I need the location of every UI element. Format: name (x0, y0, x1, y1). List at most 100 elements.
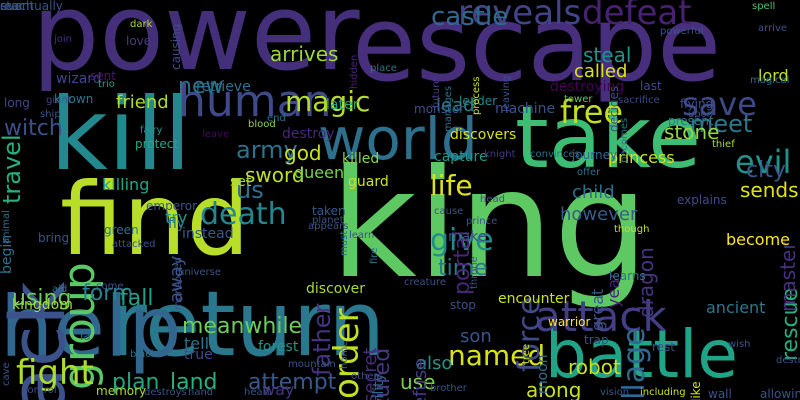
word: like (689, 381, 703, 400)
word: offer (577, 167, 601, 178)
word: hand (188, 387, 214, 398)
word: blood (248, 119, 276, 130)
word: queen (294, 163, 345, 182)
word: throne (469, 256, 480, 289)
word: learn (349, 230, 375, 241)
word: attempt (248, 370, 337, 395)
word: attacked (112, 239, 156, 250)
word: leaving (501, 75, 512, 112)
word: new (178, 74, 224, 99)
word: lead (436, 95, 475, 116)
word: last (640, 79, 662, 93)
word: princess (608, 148, 675, 167)
word: us (236, 176, 264, 204)
word: along (526, 378, 582, 400)
word: home (339, 340, 350, 369)
word: head (480, 194, 505, 205)
word: appears (308, 221, 349, 232)
word: protect (135, 137, 179, 151)
word: free (560, 93, 624, 131)
word: long (4, 96, 30, 110)
word: escape (352, 0, 722, 105)
word: must (339, 230, 350, 256)
word: cause (434, 206, 464, 217)
word: hidden (349, 54, 360, 89)
word: animal (1, 210, 12, 244)
word: defeat (582, 0, 692, 33)
word: become (726, 230, 791, 249)
word: killed (342, 151, 380, 167)
word: human (178, 76, 332, 127)
word: arrives (270, 42, 339, 66)
word: king (330, 138, 649, 312)
word: ancient (706, 298, 766, 317)
word: spell (752, 1, 776, 12)
word: trio (98, 79, 115, 90)
word: meanwhile (182, 314, 303, 339)
word: knight (484, 149, 516, 160)
word: process (471, 76, 482, 115)
word: forest (258, 339, 299, 355)
word: destroy (282, 126, 335, 142)
word: way (262, 380, 295, 399)
word: witch (4, 116, 63, 141)
word: use (400, 370, 436, 394)
word: taken (312, 204, 346, 218)
word: brother (430, 383, 467, 394)
word: kill (50, 76, 192, 193)
word: imprisoned (173, 257, 184, 313)
word: friend (116, 92, 169, 113)
word: travel (0, 134, 26, 205)
word: love (126, 34, 152, 48)
word: kingdom (12, 297, 73, 313)
word: decides (607, 86, 621, 133)
word: army (236, 136, 298, 164)
word: killing (102, 175, 150, 194)
word: creature (404, 277, 446, 288)
word: help (0, 278, 182, 376)
word: journey (572, 148, 618, 162)
word: eventually (0, 0, 63, 13)
word: prince (466, 216, 498, 227)
word: find (60, 161, 250, 278)
word: encounter (498, 291, 570, 307)
word: time (438, 256, 488, 281)
word: robot (568, 355, 621, 379)
word: universe (178, 267, 221, 278)
word: cave (1, 362, 12, 386)
word: bring (38, 231, 70, 245)
word: plan (112, 370, 160, 395)
word: destroying (550, 79, 625, 95)
word: la (80, 329, 91, 343)
word: return (110, 272, 386, 377)
word: true (184, 347, 213, 363)
word: vision (600, 387, 630, 398)
word: wish (728, 339, 751, 350)
word: son (460, 326, 492, 347)
word: allowing (760, 387, 800, 400)
word: child (572, 182, 615, 203)
word: form (82, 281, 134, 306)
word: fall (120, 286, 154, 311)
word: explains (677, 193, 727, 207)
word: others (351, 371, 383, 382)
word: power (32, 0, 360, 94)
word: save (682, 85, 757, 123)
word: heart (244, 387, 271, 398)
word: using (12, 286, 72, 311)
word: tower (564, 94, 593, 105)
word: magical (750, 75, 790, 86)
word: steal (583, 43, 632, 67)
word: however (560, 204, 638, 225)
word: known (54, 92, 94, 106)
word: memory (96, 384, 147, 398)
word: future (431, 77, 442, 108)
word: retrieve (196, 79, 251, 95)
word: come (96, 281, 124, 292)
word: machine (495, 101, 556, 117)
word: upon (688, 109, 714, 120)
word: becomes (619, 117, 630, 163)
word: discovers (450, 127, 517, 143)
word: guard (348, 174, 389, 190)
word: leave (202, 129, 230, 140)
